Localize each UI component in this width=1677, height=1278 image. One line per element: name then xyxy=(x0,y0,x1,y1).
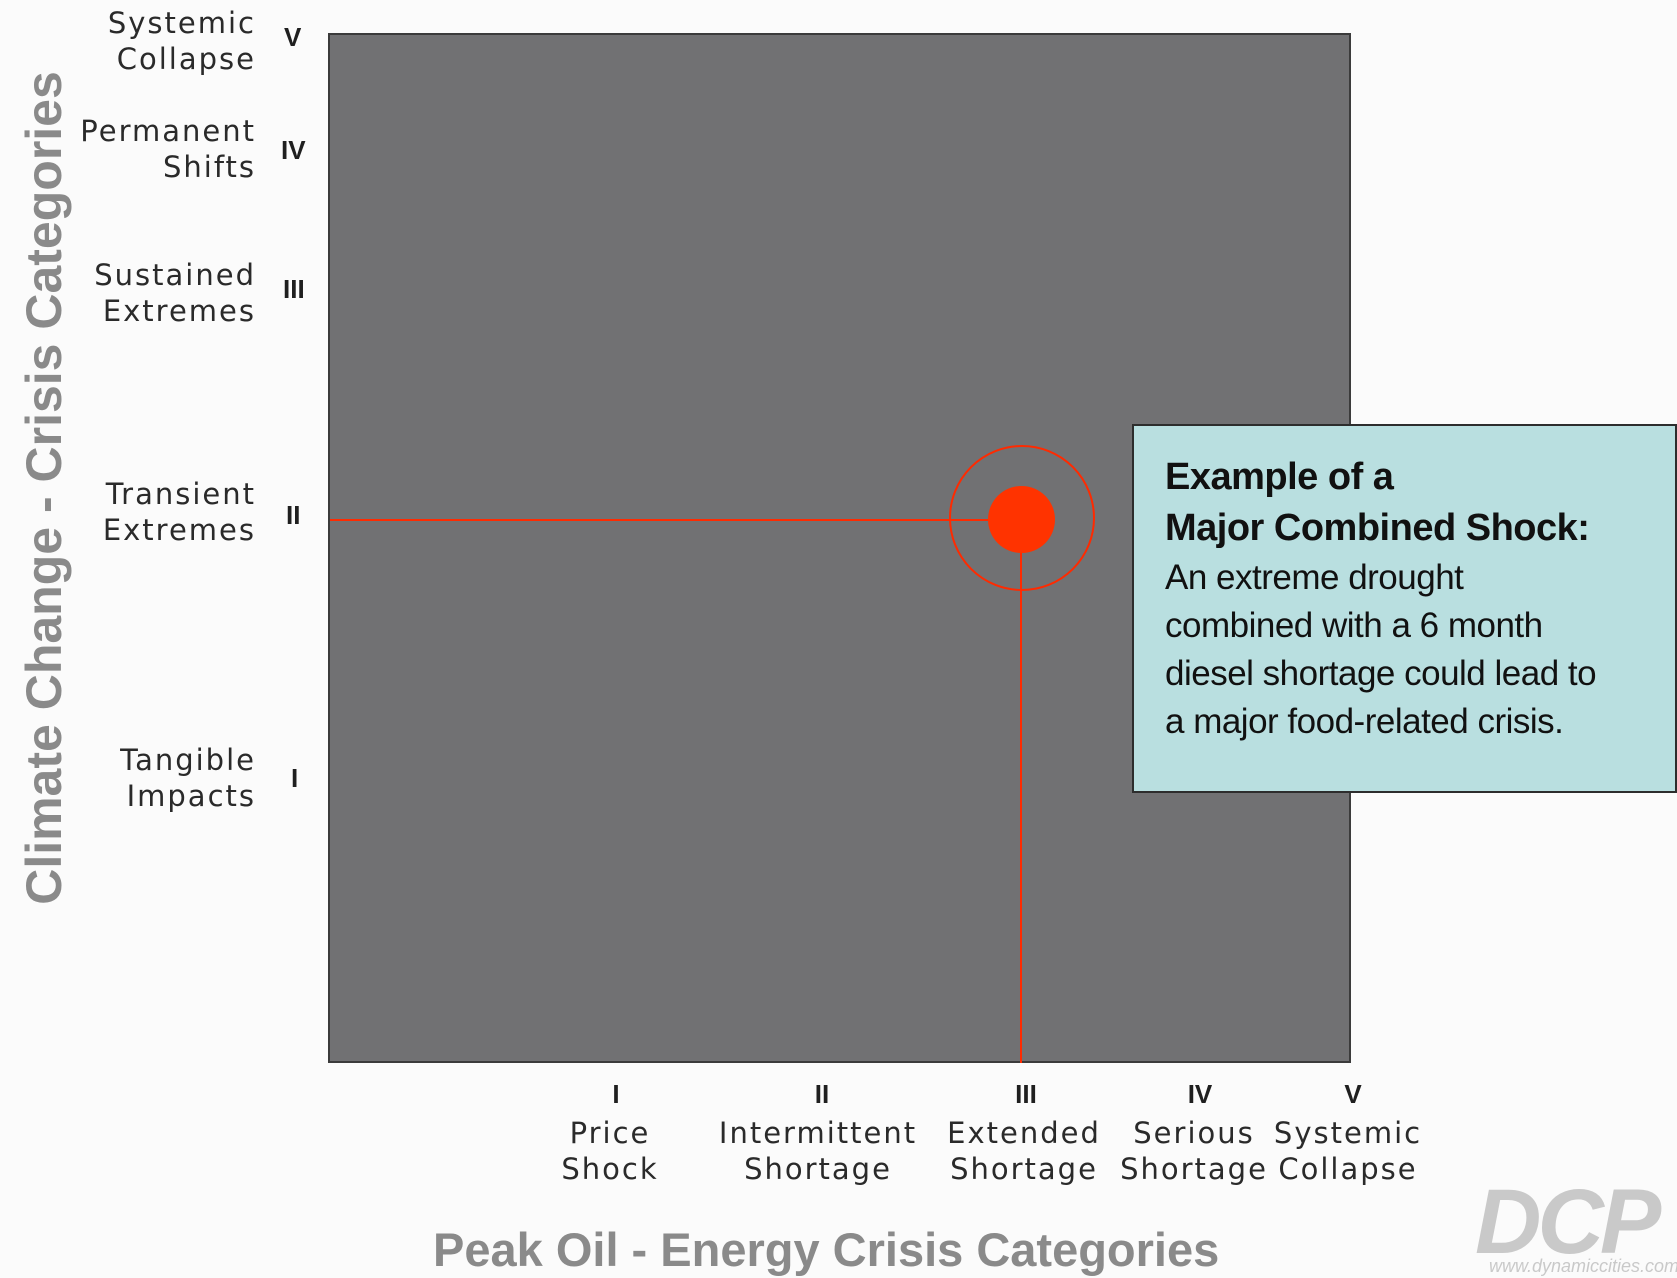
x-category-iv-label: Serious Shortage xyxy=(1120,1116,1268,1186)
x-category-iii-label: Extended Shortage xyxy=(947,1116,1101,1186)
x-axis-title: Peak Oil - Energy Crisis Categories xyxy=(433,1223,1220,1276)
highlight-point xyxy=(988,486,1055,553)
x-category-i-numeral: I xyxy=(612,1079,620,1109)
y-category-v-label: Systemic Collapse xyxy=(107,6,256,76)
x-category-iii-numeral: III xyxy=(1015,1079,1037,1109)
y-category-i-numeral: I xyxy=(291,763,299,793)
callout-title-line1: Example of a xyxy=(1165,456,1394,498)
callout-body-line: a major food-related crisis. xyxy=(1165,702,1564,741)
y-category-ii-numeral: II xyxy=(286,500,301,530)
x-category-v-label: Systemic Collapse xyxy=(1273,1116,1423,1186)
example-callout: Example of a Major Combined Shock: An ex… xyxy=(1132,424,1677,793)
x-guide-line xyxy=(1020,520,1022,1063)
x-category-v-numeral: V xyxy=(1344,1079,1362,1109)
callout-title-line2: Major Combined Shock: xyxy=(1165,507,1590,549)
highlight-ring xyxy=(949,445,1095,591)
y-category-ii-label: Transient Extremes xyxy=(102,477,256,547)
y-guide-line xyxy=(330,519,1000,521)
y-category-iv-label: Permanent Shifts xyxy=(80,114,256,184)
x-category-ii-numeral: II xyxy=(814,1079,830,1109)
y-category-iv-numeral: IV xyxy=(281,135,306,165)
x-category-iv-numeral: IV xyxy=(1187,1079,1213,1109)
y-category-iii-numeral: III xyxy=(283,274,305,304)
dcp-logo: DCP www.dynamiccities.com xyxy=(1475,1176,1677,1278)
callout-body-line: combined with a 6 month xyxy=(1165,606,1543,645)
x-category-ii-label: Intermittent Shortage xyxy=(718,1116,918,1186)
y-category-iii-label: Sustained Extremes xyxy=(94,258,256,328)
callout-body-line: An extreme drought xyxy=(1165,558,1464,597)
callout-body-line: diesel shortage could lead to xyxy=(1165,654,1597,693)
y-category-v-numeral: V xyxy=(284,22,302,52)
x-category-i-label: Price Shock xyxy=(561,1116,659,1186)
y-category-i-label: Tangible Impacts xyxy=(120,743,256,813)
logo-url: www.dynamiccities.com xyxy=(1489,1256,1677,1276)
logo-mark: DCP xyxy=(1475,1176,1661,1273)
